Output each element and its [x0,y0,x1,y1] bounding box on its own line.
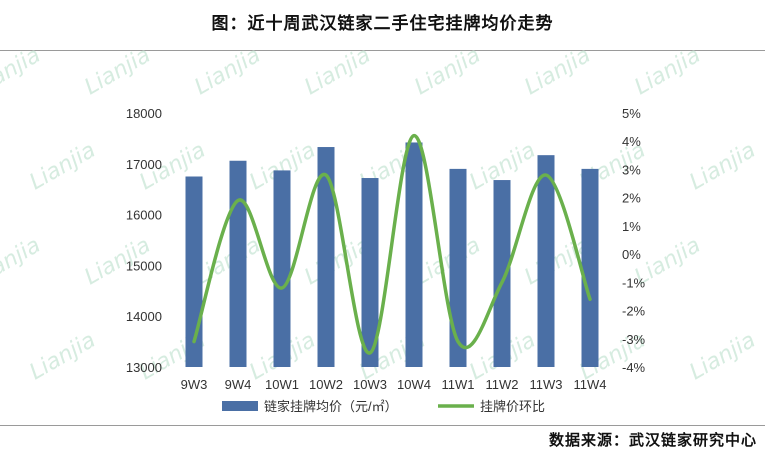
watermark-text: Lianjia [26,138,100,195]
y-left-tick-label: 16000 [126,208,162,223]
y-left-tick-label: 17000 [126,157,162,172]
watermark-text: Lianjia [521,43,595,100]
x-axis-ticks: 9W3 9W4 10W1 10W2 10W3 10W4 11W1 11W2 11W3 11W4 [181,377,607,392]
watermark-text: Lianjia [686,328,760,385]
x-tick-label: 10W4 [397,377,431,392]
chart-title: 图：近十周武汉链家二手住宅挂牌均价走势 [211,14,554,34]
y-left-tick-label: 15000 [126,258,162,273]
bottom-divider [0,425,765,426]
bar-series [185,142,599,367]
x-tick-label: 11W2 [486,377,519,392]
x-tick-label: 10W3 [353,377,387,392]
y-right-tick-label: 5% [622,106,641,121]
y-left-tick-label: 13000 [126,360,162,375]
watermark-text: Lianjia [411,43,485,100]
x-tick-label: 11W1 [442,377,475,392]
y-right-tick-label: 2% [622,191,641,206]
x-tick-label: 10W2 [309,377,343,392]
y-right-tick-label: 3% [622,162,641,177]
watermark-text: Lianjia [191,43,265,100]
line-series-path [192,133,592,355]
bar-10W4 [405,142,423,367]
bar-11W3 [537,155,555,367]
legend-label-bar: 链家挂牌均价（元/㎡） [264,399,398,414]
legend-swatch-bar [222,401,258,411]
x-tick-label: 11W4 [574,377,607,392]
bar-11W4 [581,168,599,367]
watermark-text: Lianjia [0,233,45,290]
bar-10W3 [361,178,379,367]
x-tick-label: 9W4 [225,377,252,392]
watermark-text: Lianjia [81,43,155,100]
watermark-text: Lianjia [631,43,705,100]
bar-9W4 [229,160,247,367]
top-divider [0,50,765,51]
y-right-tick-label: 0% [622,247,641,262]
y-left-tick-label: 18000 [126,106,162,121]
watermark-text: Lianjia [686,138,760,195]
y-right-tick-label: -3% [622,332,646,347]
y-right-tick-label: 4% [622,134,641,149]
x-tick-label: 9W3 [181,377,208,392]
left-axis-ticks: 13000 14000 15000 16000 17000 18000 [126,106,162,375]
y-right-tick-label: 1% [622,219,641,234]
bar-10W2 [317,147,335,367]
x-tick-label: 11W3 [530,377,563,392]
data-source: 数据来源：武汉链家研究中心 [548,431,757,449]
y-left-tick-label: 14000 [126,309,162,324]
y-right-tick-label: -1% [622,275,646,290]
bar-11W1 [449,168,467,367]
y-right-tick-label: -4% [622,360,646,375]
bar-10W1 [273,170,291,367]
x-tick-label: 10W1 [265,377,299,392]
watermark-text: Lianjia [0,43,45,100]
bar-11W2 [493,180,511,367]
watermark-text: Lianjia [301,43,375,100]
right-axis-ticks: -4% -3% -2% -1% 0% 1% 2% 3% 4% 5% [622,106,646,375]
y-right-tick-label: -2% [622,304,646,319]
legend: 链家挂牌均价（元/㎡） 挂牌价环比 [222,399,545,414]
watermark-layer: Lianjia Lianjia Lianjia Lianjia Lianjia Lianj… [0,43,760,385]
legend-label-line: 挂牌价环比 [480,399,545,414]
watermark-text: Lianjia [26,328,100,385]
